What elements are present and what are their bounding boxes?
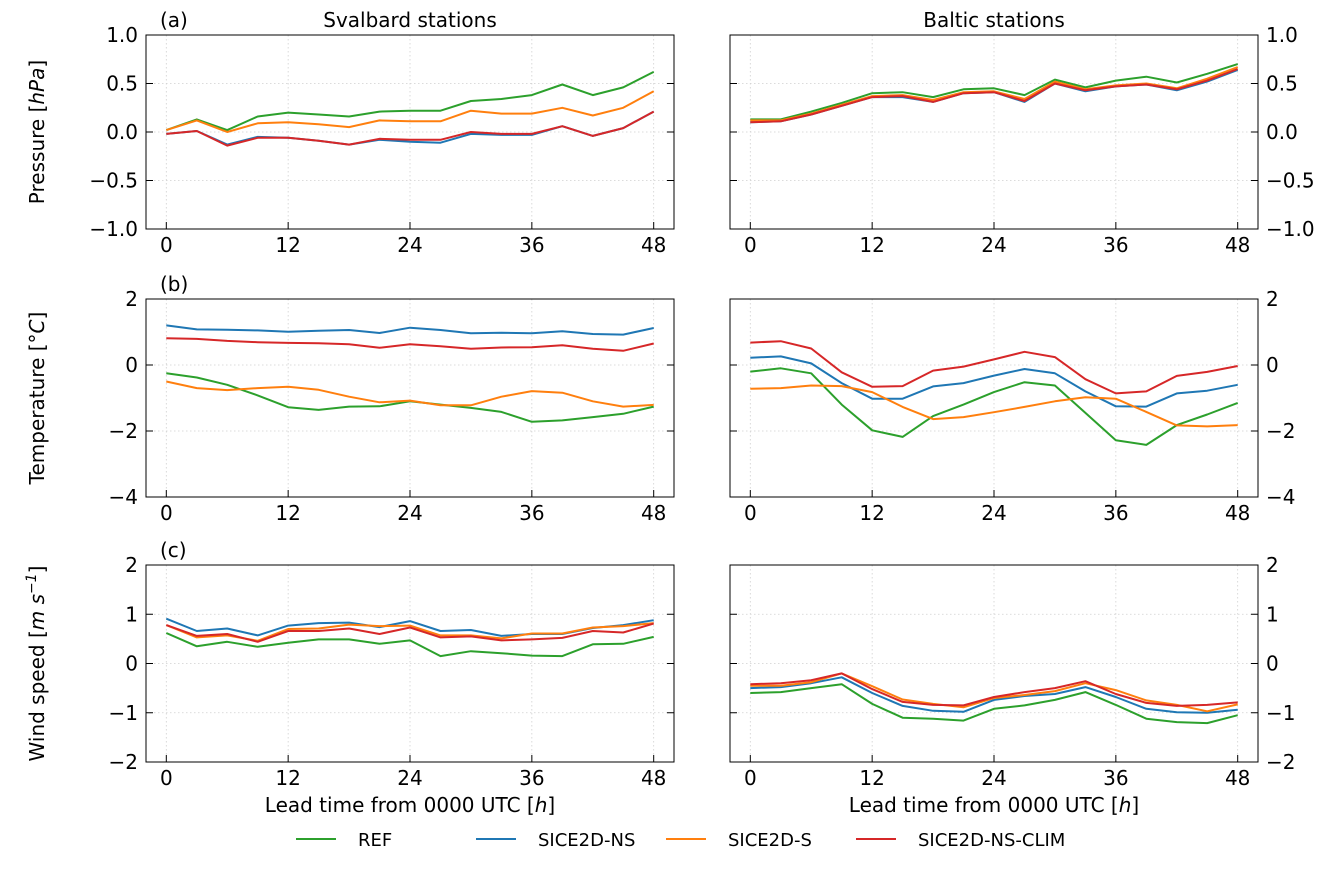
x-tick-label: 12 [859,501,884,525]
panel-a-right: 0 12 24 36 48 1.0 0.5 0.0 −0.5 −1.0 Baltic station… [729,8,1315,257]
panel-c-left: 0 12 24 36 48 2 1 0 −1 −2 (c) Wind speed [m s−1] Lea… [24,538,675,817]
x-tick-label: 12 [275,766,300,790]
y-tick-label: −0.5 [89,169,138,193]
series-line-sice2d-ns-clim [166,337,654,352]
legend-label-sice2d-s: SICE2D-S [728,830,812,851]
y-tick-label: −0.5 [1266,169,1315,193]
y-axis-label: Wind speed [m s−1] [24,566,49,762]
series-line-sice2d-ns-clim [750,340,1238,395]
x-tick-label: 12 [859,766,884,790]
y-tick-label: −2 [1266,750,1295,774]
x-tick-label: 36 [1103,766,1128,790]
x-tick-label: 0 [160,233,173,257]
x-tick-label: 24 [981,766,1006,790]
y-tick-label: −2 [109,750,138,774]
y-axis-label: Temperature [°C] [25,312,49,486]
series-line-sice2d-s [165,90,655,133]
x-tick-label: 36 [519,501,544,525]
series-line-sice2d-s [750,384,1238,428]
x-tick-label: 24 [397,501,422,525]
x-tick-label: 0 [160,501,173,525]
x-tick-label: 48 [1225,501,1250,525]
y-tick-label: −1.0 [89,217,138,241]
x-tick-label: 36 [519,233,544,257]
y-tick-label: 2 [125,287,138,311]
panel-label: (a) [160,8,188,32]
legend-label-sice2d-ns-clim: SICE2D-NS-CLIM [918,830,1065,851]
series-line-sice2d-ns-clim [165,622,654,643]
x-tick-label: 0 [744,766,757,790]
series-line-ref [750,367,1239,446]
y-tick-label: 0.5 [106,72,138,96]
y-tick-label: −1 [109,701,138,725]
series-line-ref [750,683,1238,725]
panel-title: Svalbard stations [323,8,496,32]
legend-label-sice2d-ns: SICE2D-NS [538,830,635,851]
panel-a-left: 0 12 24 36 48 1.0 0.5 0.0 −0.5 −1.0 (a) Svalbard st… [25,8,675,257]
y-tick-label: 2 [1266,553,1279,577]
y-tick-label: 1.0 [106,23,138,47]
series-line-ref [750,63,1239,121]
series-line-sice2d-ns-clim [750,672,1238,707]
legend-label-ref: REF [358,830,392,851]
series-line-sice2d-ns-clim [166,110,655,147]
x-tick-label: 48 [1225,233,1250,257]
x-tick-label: 12 [275,501,300,525]
series-line-sice2d-s [166,380,654,408]
y-tick-label: 0.5 [1266,72,1298,96]
panel-title: Baltic stations [923,8,1065,32]
y-axis-label: Pressure [hPa] [25,60,49,204]
x-tick-label: 24 [397,766,422,790]
panel-b-right: 0 12 24 36 48 2 0 −2 −4 [729,287,1295,525]
y-tick-label: 2 [125,553,138,577]
y-tick-label: 0 [125,353,138,377]
y-tick-label: 1 [125,602,138,626]
x-tick-label: 0 [160,766,173,790]
panel-label: (b) [160,272,188,296]
x-tick-label: 48 [641,501,666,525]
x-tick-label: 12 [859,233,884,257]
panel-b-left: 0 12 24 36 48 2 0 −2 −4 (b) Temperature [°C] [25,272,675,525]
y-tick-label: 0 [125,652,138,676]
panel-label: (c) [160,538,187,562]
x-tick-label: 0 [744,233,757,257]
y-tick-label: 2 [1266,287,1279,311]
series-line-ref [165,632,654,658]
x-tick-label: 48 [1225,766,1250,790]
y-tick-label: 0 [1266,652,1279,676]
y-tick-label: −4 [109,485,138,509]
x-axis-label: Lead time from 0000 UTC [h] [265,793,555,817]
series-line-sice2d-ns [750,676,1238,714]
x-tick-label: 12 [275,233,300,257]
x-tick-label: 0 [744,501,757,525]
y-tick-label: −4 [1266,485,1295,509]
y-tick-label: 0.0 [1266,120,1298,144]
x-axis-label: Lead time from 0000 UTC [h] [849,793,1139,817]
panel-c-right: 0 12 24 36 48 2 1 0 −1 −2 Lead time from 0000 UTC … [729,553,1295,817]
series-line-sice2d-ns-clim [750,68,1239,124]
y-tick-label: −1.0 [1266,217,1315,241]
series-line-sice2d-ns [750,355,1238,408]
x-tick-label: 24 [397,233,422,257]
x-tick-label: 24 [981,233,1006,257]
y-tick-label: 1.0 [1266,23,1298,47]
y-tick-label: −1 [1266,701,1295,725]
x-tick-label: 36 [1103,501,1128,525]
x-tick-label: 36 [1103,233,1128,257]
y-tick-label: 1 [1266,602,1279,626]
y-tick-label: 0.0 [106,120,138,144]
x-tick-label: 48 [641,233,666,257]
series-line-ref [165,71,655,132]
y-tick-label: −2 [109,419,138,443]
y-tick-label: −2 [1266,419,1295,443]
x-tick-label: 36 [519,766,544,790]
x-tick-label: 48 [641,766,666,790]
series-line-sice2d-ns [166,324,654,336]
legend: REF SICE2D-NS SICE2D-S SICE2D-NS-CLIM [296,830,1065,851]
y-tick-label: 0 [1266,353,1279,377]
x-tick-label: 24 [981,501,1006,525]
